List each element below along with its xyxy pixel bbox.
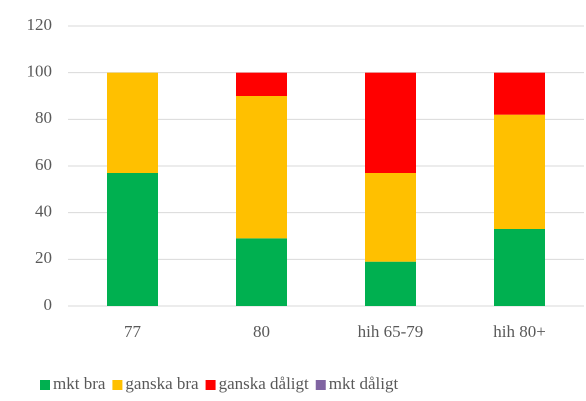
y-tick-label: 0 <box>44 295 53 314</box>
legend-label: mkt dåligt <box>329 374 399 393</box>
legend-swatch <box>40 380 50 390</box>
y-tick-label: 20 <box>35 248 52 267</box>
bar-segment <box>107 72 158 173</box>
bar-segment <box>236 238 287 306</box>
legend-swatch <box>112 380 123 390</box>
y-tick-label: 120 <box>27 15 53 34</box>
legend-label: ganska bra <box>125 374 199 393</box>
bar-segment <box>494 114 545 229</box>
x-tick-label: hih 65-79 <box>358 322 424 341</box>
y-tick-label: 80 <box>35 108 52 127</box>
legend-label: mkt bra <box>53 374 106 393</box>
legend-swatch <box>205 380 216 390</box>
x-tick-label: hih 80+ <box>493 322 546 341</box>
bar-segment <box>236 72 287 96</box>
y-tick-label: 100 <box>27 62 53 81</box>
x-tick-label: 80 <box>253 322 270 341</box>
bar-segment <box>494 72 545 115</box>
x-tick-label: 77 <box>124 322 142 341</box>
bar-segment <box>494 229 545 306</box>
y-tick-label: 40 <box>35 202 52 221</box>
legend-swatch <box>315 380 326 390</box>
legend-label: ganska dåligt <box>219 374 309 393</box>
bar-segment <box>107 173 158 306</box>
bar-segment <box>236 96 287 239</box>
y-tick-label: 60 <box>35 155 52 174</box>
bar-segment <box>365 173 416 262</box>
bar-segment <box>365 72 416 173</box>
bar-segment <box>365 261 416 306</box>
